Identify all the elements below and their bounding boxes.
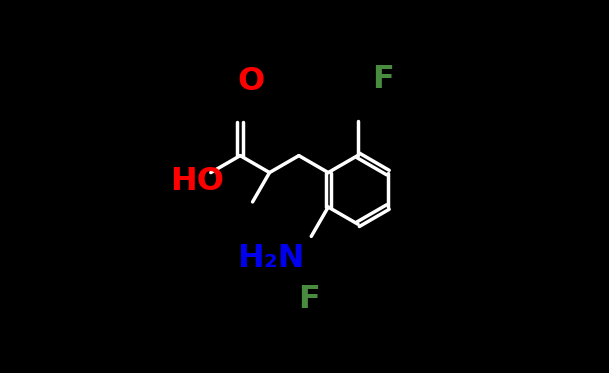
Text: F: F: [298, 284, 320, 315]
Text: F: F: [372, 64, 394, 95]
Text: O: O: [238, 66, 264, 97]
Text: H₂N: H₂N: [237, 243, 304, 274]
Text: HO: HO: [171, 166, 224, 197]
